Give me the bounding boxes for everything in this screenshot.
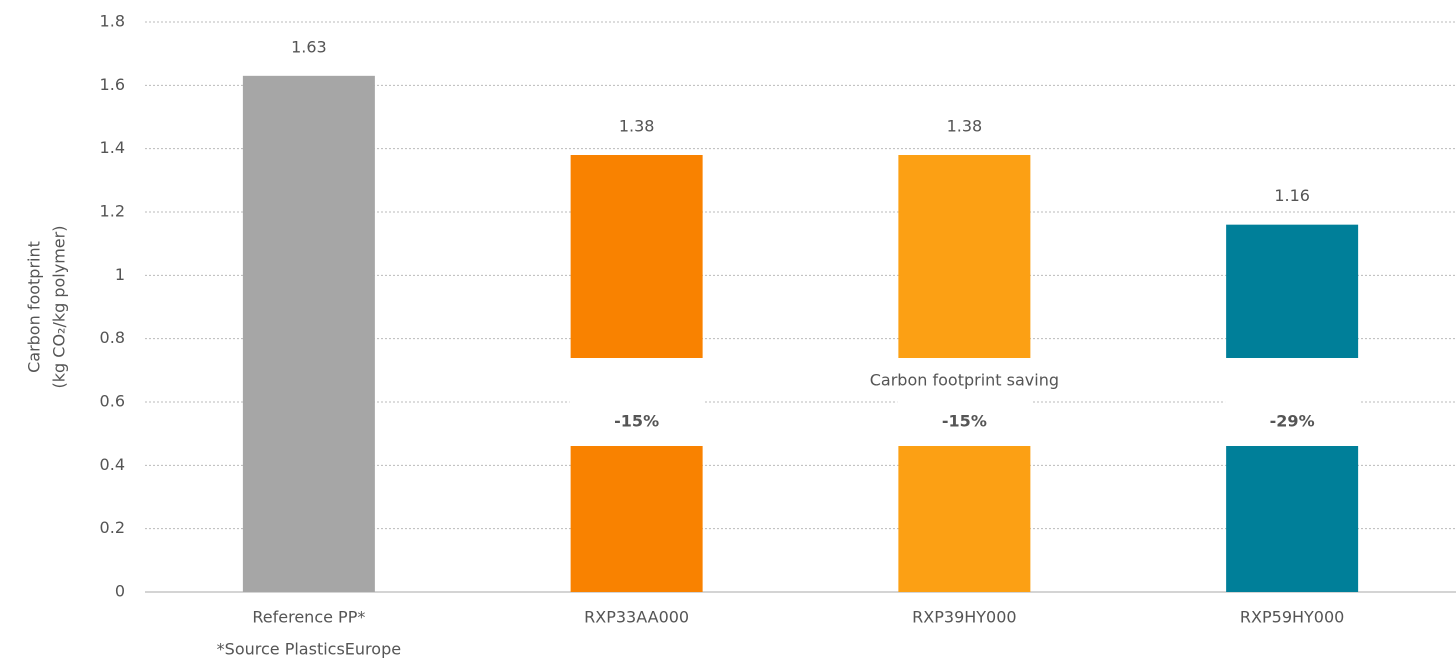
y-tick-label: 0.4 (100, 455, 125, 474)
y-tick-label: 0 (115, 582, 125, 601)
y-tick-label: 1.4 (100, 138, 125, 157)
value-label: 1.38 (947, 117, 983, 136)
y-axis-label: (kg CO₂/kg polymer) (50, 226, 69, 389)
y-tick-label: 1.8 (100, 12, 125, 31)
bar-gap (569, 358, 704, 446)
x-tick-label: RXP39HY000 (912, 608, 1016, 627)
value-label: 1.38 (619, 117, 655, 136)
y-tick-label: 1 (115, 265, 125, 284)
bar-gap (897, 358, 1032, 446)
saving-label: -15% (614, 412, 659, 431)
footnote: *Source PlasticsEurope (217, 640, 401, 659)
x-tick-label: RXP59HY000 (1240, 608, 1344, 627)
y-tick-label: 0.6 (100, 392, 125, 411)
bar (242, 75, 375, 593)
y-tick-label: 0.8 (100, 328, 125, 347)
bar-gap (1225, 358, 1360, 446)
saving-label: -29% (1270, 412, 1315, 431)
y-tick-label: 1.2 (100, 202, 125, 221)
x-tick-label: Reference PP* (252, 608, 365, 627)
x-tick-label: RXP33AA000 (584, 608, 689, 627)
y-axis-label: Carbon footprint (25, 241, 44, 373)
value-label: 1.16 (1274, 186, 1310, 205)
y-tick-label: 0.2 (100, 518, 125, 537)
saving-label: -15% (942, 412, 987, 431)
annotation: Carbon footprint saving (870, 371, 1059, 390)
value-label: 1.63 (291, 37, 327, 56)
y-tick-label: 1.6 (100, 75, 125, 94)
